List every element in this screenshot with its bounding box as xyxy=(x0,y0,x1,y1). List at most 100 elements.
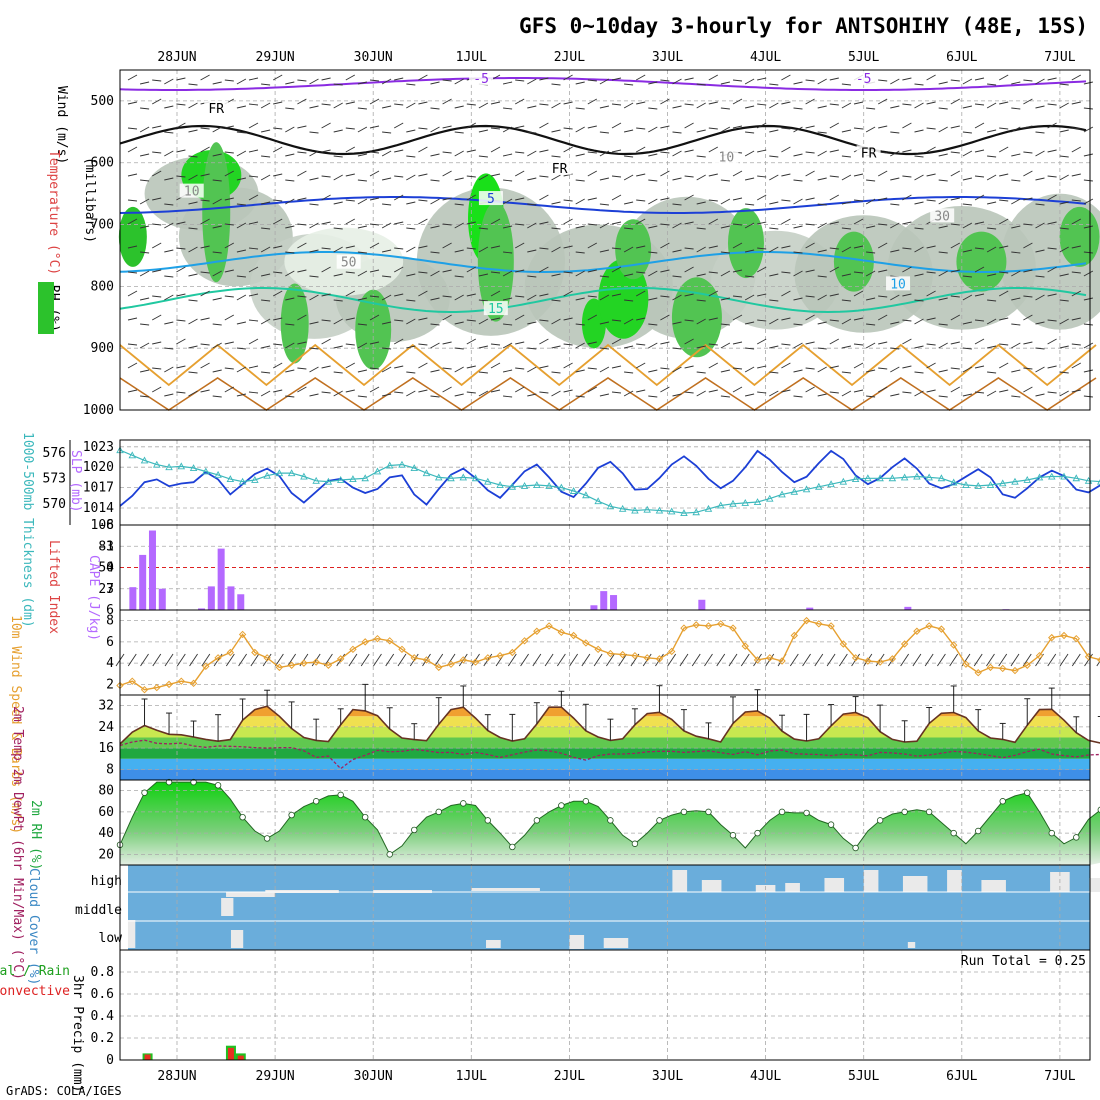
wind-barb xyxy=(1059,273,1069,277)
wind-barb xyxy=(938,369,948,373)
wind-barb xyxy=(745,393,755,397)
thickness-point xyxy=(349,475,357,483)
wind-barb xyxy=(1023,79,1033,82)
wind-barb xyxy=(829,149,839,153)
wind-barb xyxy=(369,223,380,226)
wind-barb xyxy=(140,153,150,157)
wind-barb xyxy=(551,129,561,133)
wind-barb xyxy=(720,395,730,398)
wind-barb xyxy=(938,395,948,398)
date-label-bottom: 29JUN xyxy=(256,1069,295,1084)
wind-speed-point xyxy=(202,662,210,671)
wind-barb xyxy=(466,103,476,106)
wind-barb xyxy=(188,83,198,86)
wind-barb xyxy=(757,247,767,250)
wind-speed-point xyxy=(471,658,480,666)
wind-barb xyxy=(212,323,222,326)
wind-barb xyxy=(454,131,464,134)
wind-barb xyxy=(127,362,138,369)
wind-speed-point xyxy=(1097,657,1100,663)
wind-speed-point xyxy=(864,657,872,665)
wind-barb xyxy=(442,151,452,154)
wind-barb xyxy=(200,127,210,130)
wind-barb xyxy=(648,323,658,326)
wind-barb xyxy=(551,371,561,374)
wind-barb xyxy=(691,653,701,667)
wind-barb xyxy=(611,175,622,178)
rh-point xyxy=(631,840,639,847)
wind-barb xyxy=(563,146,573,153)
wind-barb xyxy=(829,175,839,178)
wind-barb xyxy=(684,293,694,297)
wind-barb xyxy=(660,197,670,201)
cloud-clear-patch xyxy=(824,878,845,892)
wind-barb xyxy=(728,653,738,667)
wind-barb xyxy=(974,365,985,369)
wind-barb xyxy=(865,342,876,349)
thickness-point xyxy=(1048,472,1056,480)
wind-barb xyxy=(503,297,513,301)
thickness-point xyxy=(128,451,137,459)
wind-barb xyxy=(406,201,416,205)
wind-barb xyxy=(914,273,924,277)
wind-barb xyxy=(563,101,573,105)
wind-barb xyxy=(539,122,549,129)
wind-barb xyxy=(471,653,480,667)
wind-barb xyxy=(865,198,876,205)
wind-barb xyxy=(212,251,222,254)
wind-barb xyxy=(406,299,416,302)
wind-barb xyxy=(1023,386,1033,393)
wind-barb xyxy=(853,362,864,369)
wind-barb xyxy=(1035,366,1045,373)
wind-barb xyxy=(841,155,851,158)
wind-barb xyxy=(962,393,972,397)
wind-barb xyxy=(805,197,815,201)
wind-barb xyxy=(224,170,235,177)
wind-barb xyxy=(987,155,997,158)
wind-barb xyxy=(587,170,598,177)
wind-barb xyxy=(466,194,477,201)
wind-barb xyxy=(309,222,319,229)
wind-barb xyxy=(624,299,634,302)
rh-high-shading xyxy=(956,231,1007,292)
wind-barb xyxy=(1010,653,1020,667)
wind-barb xyxy=(297,197,307,201)
wind-barb xyxy=(406,390,416,397)
wind-barb xyxy=(814,653,824,667)
wind-barb xyxy=(224,269,234,273)
wind-barb xyxy=(1071,146,1082,153)
wind-barb xyxy=(708,343,718,346)
wind-barb xyxy=(950,223,960,226)
wind-speed-point xyxy=(802,616,811,625)
wind-barb xyxy=(224,386,235,393)
wind-barb xyxy=(575,323,585,326)
wind-barb xyxy=(466,319,476,322)
wind-barb xyxy=(745,321,755,325)
wind-barb xyxy=(285,126,295,133)
wind-barb xyxy=(369,79,380,82)
wind-barb xyxy=(587,314,598,321)
wind-barb xyxy=(744,366,755,373)
wind-barb xyxy=(648,153,658,157)
wind-barb xyxy=(430,126,440,133)
wind-barb xyxy=(466,247,476,250)
wind-barb xyxy=(720,225,730,229)
wind-barb xyxy=(829,365,839,369)
wind-barb xyxy=(950,98,961,105)
date-label-bottom: 30JUN xyxy=(354,1069,393,1084)
cape-bar xyxy=(158,588,166,610)
wind-barb xyxy=(382,347,392,350)
rh-point xyxy=(558,802,565,809)
wind-barb xyxy=(720,342,731,349)
wind-barb xyxy=(890,150,900,157)
wind-barb xyxy=(838,653,848,667)
wind-barb xyxy=(539,319,549,322)
wind-barb xyxy=(520,653,529,667)
wind-barb xyxy=(708,199,718,202)
wind-barb xyxy=(974,338,985,345)
thickness-point xyxy=(986,481,995,488)
thickness-point xyxy=(545,481,553,489)
wind-barb xyxy=(260,102,271,109)
wind-barb xyxy=(696,273,706,277)
contour-label: 10 xyxy=(890,277,906,292)
